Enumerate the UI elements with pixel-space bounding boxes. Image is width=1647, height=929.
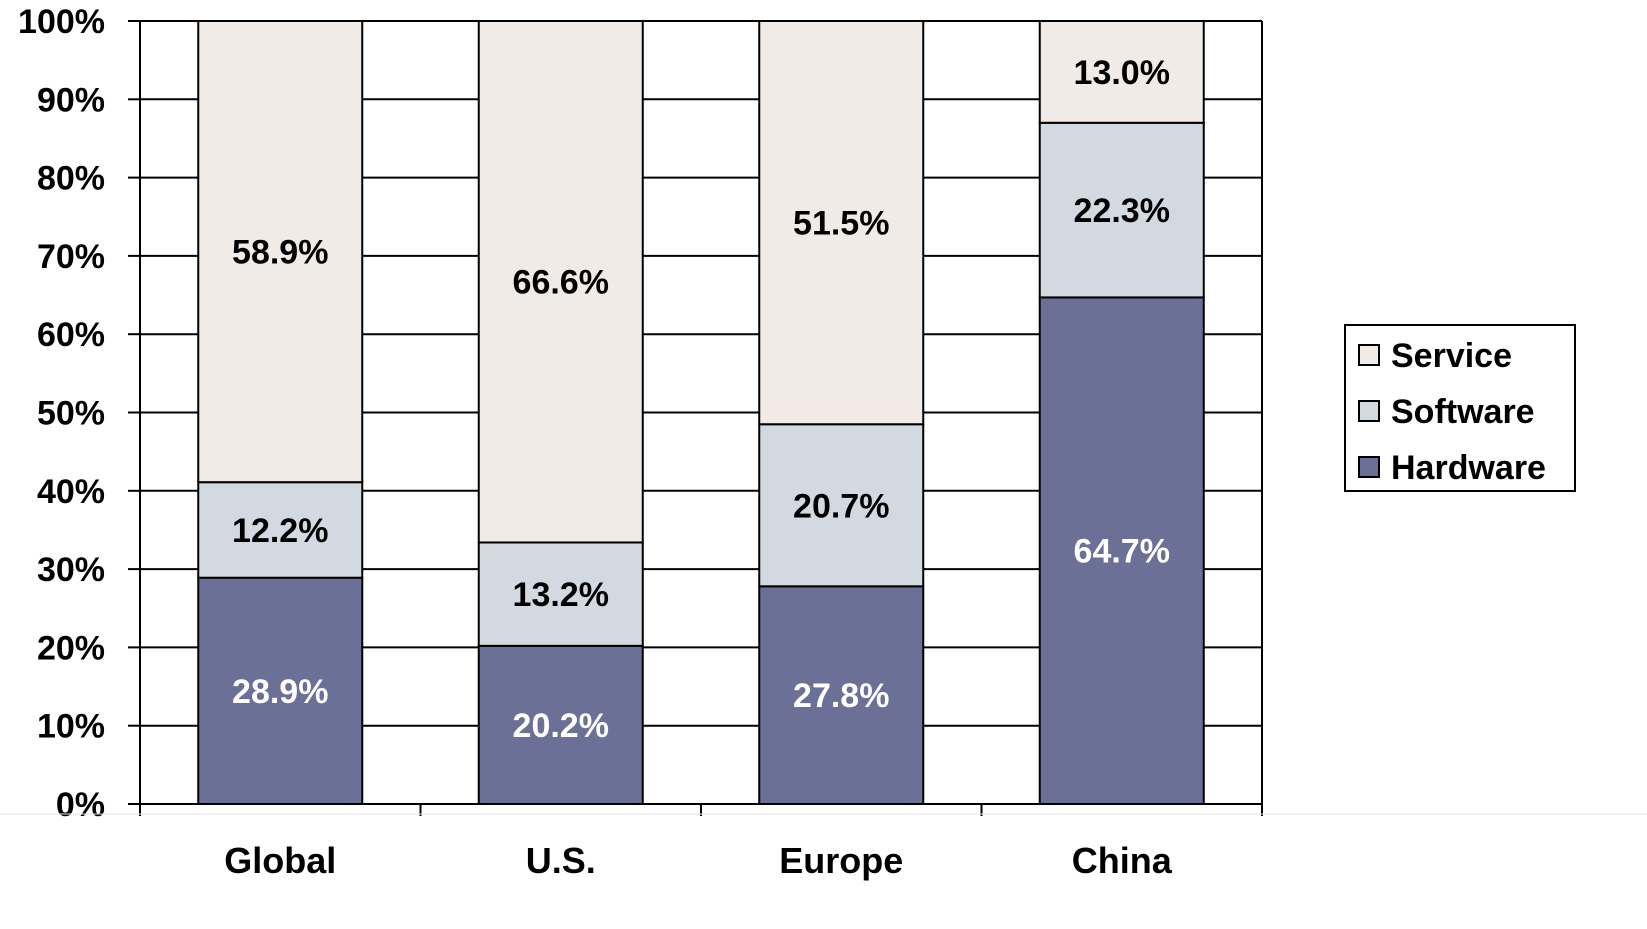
data-label: 66.6%	[513, 264, 609, 302]
y-tick-label: 90%	[37, 81, 105, 119]
y-tick-label: 20%	[37, 629, 105, 667]
y-tick-label: 50%	[37, 395, 105, 433]
data-label: 58.9%	[232, 234, 328, 272]
y-tick-label: 70%	[37, 238, 105, 276]
data-label: 28.9%	[232, 673, 328, 711]
legend-label: Hardware	[1391, 449, 1546, 487]
legend-label: Software	[1391, 393, 1535, 431]
y-tick-label: 80%	[37, 160, 105, 198]
y-tick-label: 10%	[37, 708, 105, 746]
legend: Service Software Hardware	[1344, 324, 1576, 492]
bar-segment-software	[477, 541, 644, 647]
bar-segment-hardware	[197, 576, 364, 806]
x-tick-label: Global	[224, 840, 336, 881]
data-label: 27.8%	[793, 677, 889, 715]
bar-segment-hardware	[477, 644, 644, 805]
bar-segment-service	[197, 20, 364, 484]
data-label: 22.3%	[1074, 192, 1170, 230]
bar-segment-service	[758, 20, 925, 426]
data-label: 12.2%	[232, 512, 328, 550]
bar-segment-hardware	[1038, 296, 1205, 805]
x-tick-label: U.S.	[526, 840, 596, 881]
bar-segment-software	[758, 423, 925, 588]
y-tick-label: 30%	[37, 551, 105, 589]
data-label: 20.7%	[793, 487, 889, 525]
legend-swatch-software	[1358, 400, 1380, 422]
y-tick-label: 0%	[56, 786, 105, 824]
legend-swatch-hardware	[1358, 456, 1380, 478]
data-label: 13.2%	[513, 576, 609, 614]
legend-box	[1344, 324, 1576, 492]
data-label: 51.5%	[793, 205, 889, 243]
bar-segment-software	[197, 481, 364, 579]
y-tick-label: 60%	[37, 316, 105, 354]
y-tick-label: 100%	[18, 3, 105, 41]
legend-label: Service	[1391, 337, 1512, 375]
bar-segment-software	[1038, 121, 1205, 299]
bar-segment-hardware	[758, 585, 925, 805]
x-tick-label: Europe	[779, 840, 903, 881]
x-tick-label: China	[1072, 840, 1173, 881]
bar-segment-service	[1038, 20, 1205, 124]
data-label: 64.7%	[1074, 533, 1170, 571]
bars: 28.9% 12.2% 58.9% 20.2% 13.2% 66.6% 27.8% 20.7%…	[197, 20, 1205, 806]
data-label: 13.0%	[1074, 54, 1170, 92]
legend-swatch-service	[1358, 344, 1380, 366]
data-label: 20.2%	[513, 707, 609, 745]
y-tick-label: 40%	[37, 473, 105, 511]
axes: 0% 10% 20% 30% 40% 50% 60% 70% 80% 90% 100% Global U…	[0, 3, 1647, 881]
bar-segment-service	[477, 20, 644, 544]
